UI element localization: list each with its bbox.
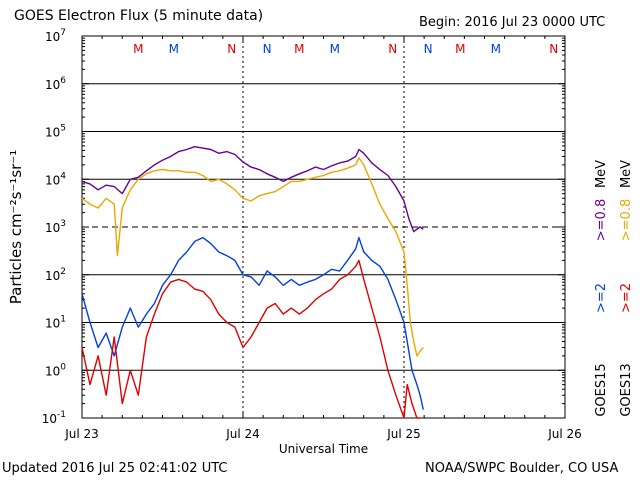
noon-marker: M: [330, 42, 340, 56]
y-tick-label: 100: [45, 362, 66, 378]
x-tick-label: Jul 23: [64, 427, 99, 441]
series-line: [81, 259, 421, 419]
series-line: [81, 145, 424, 233]
noon-marker: M: [491, 42, 501, 56]
legend-unit: MeV: [594, 160, 609, 188]
legend-channel: >=2: [619, 283, 634, 313]
y-tick-label: 103: [45, 219, 66, 235]
x-tick-label: Jul 25: [386, 427, 421, 441]
y-tick-label: 101: [45, 315, 66, 331]
y-tick-label: 104: [45, 171, 66, 187]
noon-marker: N: [263, 42, 272, 56]
legend-satellite: GOES13: [619, 363, 634, 416]
x-axis-label: Universal Time: [279, 442, 368, 456]
noon-marker: M: [133, 42, 143, 56]
legend-unit: MeV: [619, 160, 634, 188]
x-tick-label: Jul 26: [547, 427, 582, 441]
series-line: [81, 157, 424, 357]
y-tick-label: 107: [45, 28, 66, 44]
y-axis-label: Particles cm⁻²s⁻¹sr⁻¹: [7, 150, 25, 304]
legend-channel: >=2: [594, 283, 609, 313]
noon-marker: M: [294, 42, 304, 56]
noon-marker: N: [388, 42, 397, 56]
legend-channel: >=0.8: [619, 199, 634, 241]
footer-updated: Updated 2016 Jul 25 02:41:02 UTC: [2, 461, 228, 476]
noon-marker: M: [169, 42, 179, 56]
y-tick-label: 10-1: [42, 410, 66, 426]
y-tick-label: 106: [45, 76, 66, 92]
plot-area: [81, 145, 424, 419]
chart-title: GOES Electron Flux (5 minute data): [14, 8, 264, 24]
begin-label: Begin: 2016 Jul 23 0000 UTC: [419, 15, 606, 30]
series-line: [81, 236, 424, 410]
y-tick-label: 102: [45, 267, 66, 283]
footer-credit: NOAA/SWPC Boulder, CO USA: [425, 461, 619, 476]
y-tick-label: 105: [45, 124, 66, 140]
legend-channel: >=0.8: [594, 199, 609, 241]
x-tick-label: Jul 24: [225, 427, 260, 441]
noon-marker: N: [549, 42, 558, 56]
noon-marker: N: [227, 42, 236, 56]
noon-marker: M: [455, 42, 465, 56]
legend-satellite: GOES15: [594, 363, 609, 416]
noon-marker: N: [424, 42, 433, 56]
